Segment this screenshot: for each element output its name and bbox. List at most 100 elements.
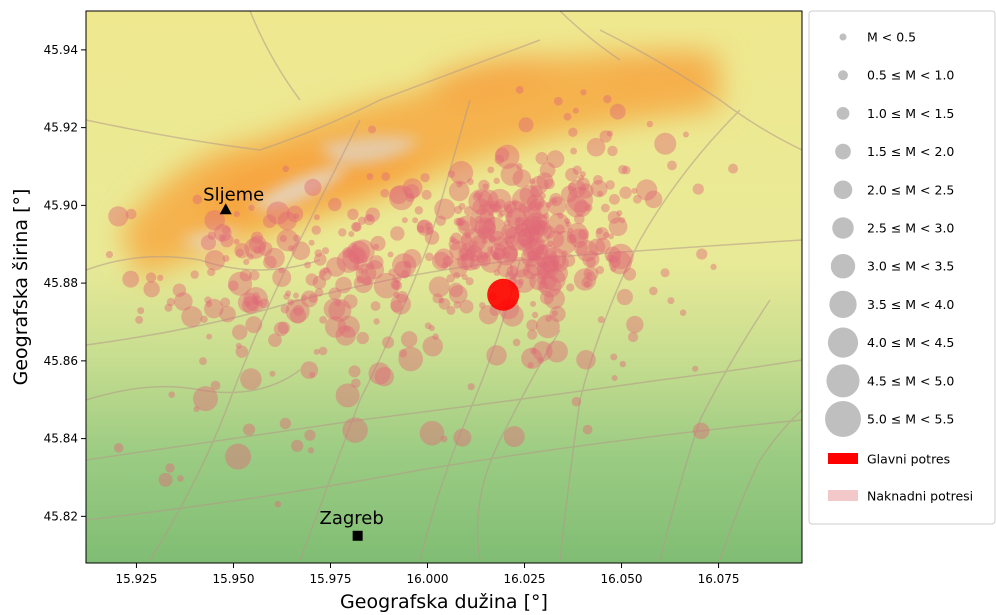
square-marker-icon	[352, 530, 363, 541]
aftershock-marker	[143, 280, 160, 298]
aftershock-marker	[583, 266, 599, 282]
city-sljeme: Sljeme	[203, 184, 264, 215]
aftershock-marker	[545, 201, 552, 208]
aftershock-marker	[398, 349, 408, 358]
aftershock-marker	[200, 315, 208, 323]
aftershock-marker	[503, 426, 525, 448]
aftershock-marker	[489, 200, 502, 214]
aftershock-marker	[225, 443, 252, 470]
aftershock-marker	[607, 145, 618, 157]
aftershock-marker	[438, 297, 445, 304]
aftershock-marker	[456, 217, 466, 226]
triangle-marker-icon	[219, 203, 232, 215]
aftershock-marker	[200, 235, 217, 251]
aftershock-marker	[497, 212, 504, 219]
aftershock-marker	[373, 272, 400, 299]
aftershock-marker	[346, 240, 370, 264]
aftershock-marker	[527, 250, 535, 258]
aftershock-marker	[527, 250, 538, 262]
aftershock-marker	[204, 298, 224, 319]
aftershock-marker	[457, 215, 478, 236]
aftershock-marker	[387, 251, 394, 258]
aftershock-marker	[250, 231, 264, 244]
legend-size-label: 4.5 ≤ M < 5.0	[867, 373, 954, 388]
plot-frame	[85, 10, 803, 564]
aftershock-marker	[536, 172, 554, 190]
aftershock-marker	[221, 225, 231, 235]
aftershock-marker	[228, 271, 253, 296]
aftershock-marker	[390, 293, 412, 315]
aftershock-marker	[328, 197, 342, 212]
aftershock-marker	[388, 268, 396, 277]
aftershock-marker	[549, 306, 566, 323]
aftershock-marker	[603, 94, 612, 104]
aftershock-marker	[590, 180, 608, 198]
aftershock-marker	[348, 247, 365, 265]
aftershock-marker	[478, 305, 499, 325]
aftershock-marker	[525, 237, 549, 261]
y-tick-label: 45.82	[44, 509, 78, 523]
main-shock-marker	[487, 278, 520, 311]
aftershock-marker	[390, 226, 405, 241]
aftershock-marker	[560, 185, 578, 203]
aftershock-marker	[396, 291, 409, 304]
aftershock-marker	[552, 259, 560, 268]
aftershock-marker	[450, 232, 463, 245]
aftershock-marker	[505, 271, 515, 281]
aftershock-marker	[503, 236, 510, 243]
aftershock-marker	[458, 202, 466, 210]
aftershock-marker	[474, 217, 497, 239]
aftershock-marker	[511, 187, 537, 213]
aftershock-marker	[571, 396, 582, 407]
aftershock-marker	[623, 267, 637, 281]
aftershock-marker	[165, 463, 175, 473]
aftershock-marker	[503, 200, 517, 214]
aftershock-marker	[517, 229, 535, 247]
aftershock-marker	[542, 268, 566, 292]
aftershock-marker	[392, 280, 403, 291]
aftershock-marker	[536, 233, 543, 240]
aftershock-marker	[628, 331, 639, 343]
aftershock-marker	[461, 234, 473, 245]
aftershock-marker	[342, 245, 368, 271]
aftershock-marker	[504, 251, 511, 259]
aftershock-marker	[580, 89, 587, 96]
legend-size-marker	[825, 401, 861, 437]
aftershock-marker	[526, 193, 545, 212]
legend-size-label: 0.5 ≤ M < 1.0	[867, 68, 954, 83]
aftershock-marker	[469, 258, 481, 270]
legend-size-marker	[832, 217, 854, 239]
aftershock-marker	[527, 329, 538, 340]
aftershock-marker	[348, 365, 361, 378]
aftershock-marker	[608, 243, 634, 270]
aftershock-marker	[235, 342, 242, 349]
aftershock-marker	[550, 250, 557, 257]
aftershock-marker	[477, 253, 491, 267]
aftershock-marker	[565, 167, 579, 182]
x-tick-label: 15.975	[309, 572, 351, 586]
aftershock-marker	[424, 230, 440, 245]
aftershock-marker	[351, 242, 358, 249]
aftershock-marker	[122, 270, 140, 288]
aftershock-marker	[478, 179, 490, 192]
aftershock-marker	[500, 163, 524, 186]
aftershock-marker	[618, 164, 628, 175]
aftershock-marker	[530, 185, 543, 198]
aftershock-marker	[305, 273, 319, 286]
aftershock-marker	[533, 244, 558, 269]
aftershock-marker	[253, 245, 262, 255]
aftershock-marker	[416, 219, 433, 236]
aftershock-marker	[251, 295, 262, 306]
aftershock-marker	[608, 217, 628, 237]
aftershock-marker	[402, 249, 422, 269]
aftershock-marker	[243, 423, 256, 436]
aftershock-marker	[448, 282, 464, 298]
aftershock-marker	[432, 333, 439, 340]
aftershock-marker	[323, 298, 346, 320]
aftershock-marker	[567, 222, 588, 244]
aftershock-marker	[241, 296, 260, 314]
aftershock-marker	[326, 256, 346, 277]
city-label-sljeme: Sljeme	[203, 184, 264, 205]
aftershock-marker	[520, 239, 528, 247]
aftershock-marker	[504, 201, 530, 227]
